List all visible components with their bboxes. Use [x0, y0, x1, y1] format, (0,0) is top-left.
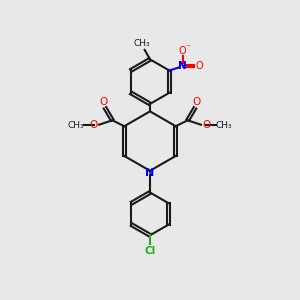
Text: O: O	[192, 97, 201, 107]
Text: O: O	[195, 61, 203, 71]
Text: ⁻: ⁻	[185, 43, 190, 53]
Text: CH₃: CH₃	[216, 121, 232, 130]
Text: +: +	[180, 63, 186, 69]
Text: CH₃: CH₃	[134, 39, 150, 48]
Text: O: O	[202, 120, 211, 130]
Text: N: N	[178, 61, 187, 71]
Text: O: O	[89, 120, 98, 130]
Text: N: N	[146, 168, 154, 178]
Text: Cl: Cl	[144, 246, 156, 256]
Text: O: O	[179, 46, 187, 56]
Text: CH₃: CH₃	[68, 121, 84, 130]
Text: O: O	[99, 97, 108, 107]
